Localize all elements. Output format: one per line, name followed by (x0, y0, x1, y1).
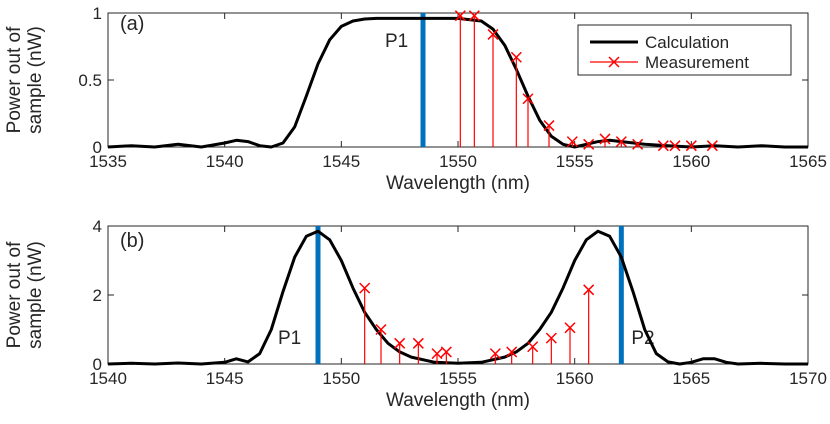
measurement-point (487, 28, 499, 40)
legend-measurement-marker (608, 56, 620, 68)
peak-label-p1: P1 (278, 328, 301, 349)
measurement-point (685, 140, 697, 152)
measurement-point (583, 284, 595, 296)
legend-box (577, 24, 792, 76)
x-tick-label: 1555 (439, 369, 477, 388)
panel-label: (a) (120, 13, 144, 35)
x-tick-label: 1540 (89, 369, 127, 388)
x-axis-title: Wavelength (nm) (386, 173, 530, 194)
x-tick-label: 1550 (322, 369, 360, 388)
measurement-point (545, 332, 557, 344)
y-tick-label: 4 (93, 217, 102, 236)
x-tick-label: 1550 (439, 152, 477, 171)
measurement-point (394, 337, 406, 349)
measurement-point (706, 140, 718, 152)
x-tick-label: 1560 (672, 152, 710, 171)
measurement-point (522, 93, 534, 105)
y-axis-title-line1: Power out of (4, 26, 25, 133)
y-tick-label: 0.5 (78, 71, 102, 90)
measurement-point (657, 140, 669, 152)
measurement-point (375, 323, 387, 336)
legend-calculation-label: Calculation (645, 33, 729, 52)
measurement-point (440, 346, 452, 358)
y-tick-label: 1 (93, 4, 102, 23)
calculation-curve (107, 229, 808, 366)
measurement-point (510, 51, 522, 63)
peak-label-p2: P2 (631, 328, 654, 349)
y-tick-label: 0 (93, 138, 102, 157)
x-tick-label: 1560 (556, 369, 594, 388)
y-axis-title-line2: sample (nW) (25, 26, 46, 134)
measurement-point (506, 346, 518, 358)
x-tick-label: 1565 (789, 152, 827, 171)
y-axis-title-line1: Power out of (4, 241, 25, 348)
y-axis-title-line2: sample (nW) (25, 241, 46, 349)
x-tick-label: 1545 (206, 369, 244, 388)
x-tick-label: 1540 (206, 152, 244, 171)
measurement-point (431, 348, 443, 360)
measurement-point (599, 133, 611, 145)
measurement-point (489, 348, 501, 360)
x-tick-label: 1555 (556, 152, 594, 171)
x-axis-title: Wavelength (nm) (386, 390, 530, 411)
measurement-point (566, 136, 578, 148)
axes-box (107, 225, 809, 365)
panel-b: 1540 1545 1550 1555 1560 1565 1570 0 2 4 Wavelengt… (4, 217, 827, 411)
measurement-point (527, 341, 539, 353)
peak-label-p1: P1 (385, 31, 408, 52)
measurement-point (412, 337, 424, 349)
measurement-point (564, 322, 576, 334)
x-tick-label: 1535 (89, 152, 127, 171)
measurement-point (543, 120, 555, 132)
x-tick-label: 1565 (672, 369, 710, 388)
panel-label: (b) (120, 230, 144, 252)
y-tick-label: 0 (93, 355, 102, 374)
measurement-point (468, 10, 480, 22)
measurement-point (615, 136, 627, 148)
measurement-point (359, 282, 371, 294)
measurement-point (583, 138, 595, 150)
measurement-point (454, 10, 466, 22)
legend-measurement-label: Measurement (645, 53, 749, 72)
measurement-point (632, 138, 644, 150)
y-tick-label: 2 (93, 286, 102, 305)
measurement-point (669, 140, 681, 152)
x-tick-label: 1545 (322, 152, 360, 171)
panel-a: 1535 1540 1545 1550 1555 1560 1565 0 0.5 1 Wavelen… (4, 4, 827, 194)
x-tick-label: 1570 (789, 369, 827, 388)
